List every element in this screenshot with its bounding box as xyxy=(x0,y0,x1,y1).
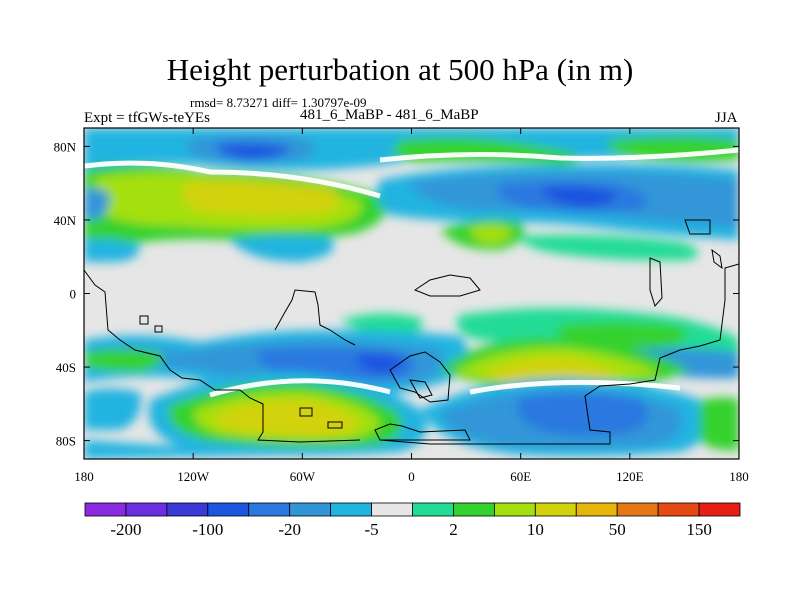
y-tick-label: 0 xyxy=(70,287,77,302)
colorbar-label: 10 xyxy=(527,520,544,539)
x-tick-label: 120E xyxy=(616,469,644,484)
x-tick-label: 0 xyxy=(408,469,415,484)
colorbar-label: 150 xyxy=(686,520,712,539)
colorbar-label: -200 xyxy=(110,520,141,539)
colorbar: -200 -100 -20 -5 2 10 50 150 xyxy=(84,502,741,539)
colorbar-swatch xyxy=(84,502,127,517)
case-label: 481_6_MaBP - 481_6_MaBP xyxy=(300,107,479,123)
axis-ticks: 180 120W 60W 0 60E 120E 180 80N 40N 0 40S 80S xyxy=(54,128,749,484)
coastline-outlines xyxy=(83,219,740,445)
colorbar-swatch xyxy=(412,502,454,517)
y-tick-label: 80N xyxy=(54,139,77,154)
colorbar-swatch xyxy=(493,502,536,517)
colorbar-swatch xyxy=(289,502,332,517)
colorbar-swatch xyxy=(575,502,618,517)
experiment-label: Expt = tfGWs-teYEs xyxy=(84,110,210,126)
y-tick-label: 80S xyxy=(56,434,76,449)
season-label: JJA xyxy=(715,110,738,126)
x-tick-label: 180 xyxy=(74,469,94,484)
rmsd-diff-stats: rmsd= 8.73271 diff= 1.30797e-09 xyxy=(190,95,367,110)
colorbar-label: 2 xyxy=(449,520,458,539)
colorbar-swatch xyxy=(207,502,250,517)
y-tick-label: 40S xyxy=(56,360,76,375)
colorbar-swatch xyxy=(453,502,495,517)
colorbar-label: -20 xyxy=(278,520,301,539)
contour-field xyxy=(84,128,739,459)
colorbar-swatch xyxy=(125,502,168,517)
colorbar-swatch xyxy=(534,502,577,517)
colorbar-swatch xyxy=(616,502,659,517)
chart-title: Height perturbation at 500 hPa (in m) xyxy=(166,52,634,87)
colorbar-swatch xyxy=(657,502,700,517)
x-tick-label: 120W xyxy=(177,469,210,484)
colorbar-swatch xyxy=(248,502,291,517)
x-tick-label: 60W xyxy=(290,469,316,484)
colorbar-swatch xyxy=(166,502,209,517)
colorbar-label: -5 xyxy=(364,520,378,539)
colorbar-swatch xyxy=(330,502,372,517)
colorbar-swatch xyxy=(371,502,413,517)
x-tick-label: 60E xyxy=(510,469,531,484)
colorbar-swatch xyxy=(698,502,741,517)
y-tick-label: 40N xyxy=(54,213,77,228)
colorbar-label: 50 xyxy=(609,520,626,539)
colorbar-label: -100 xyxy=(192,520,223,539)
x-tick-label: 180 xyxy=(729,469,749,484)
